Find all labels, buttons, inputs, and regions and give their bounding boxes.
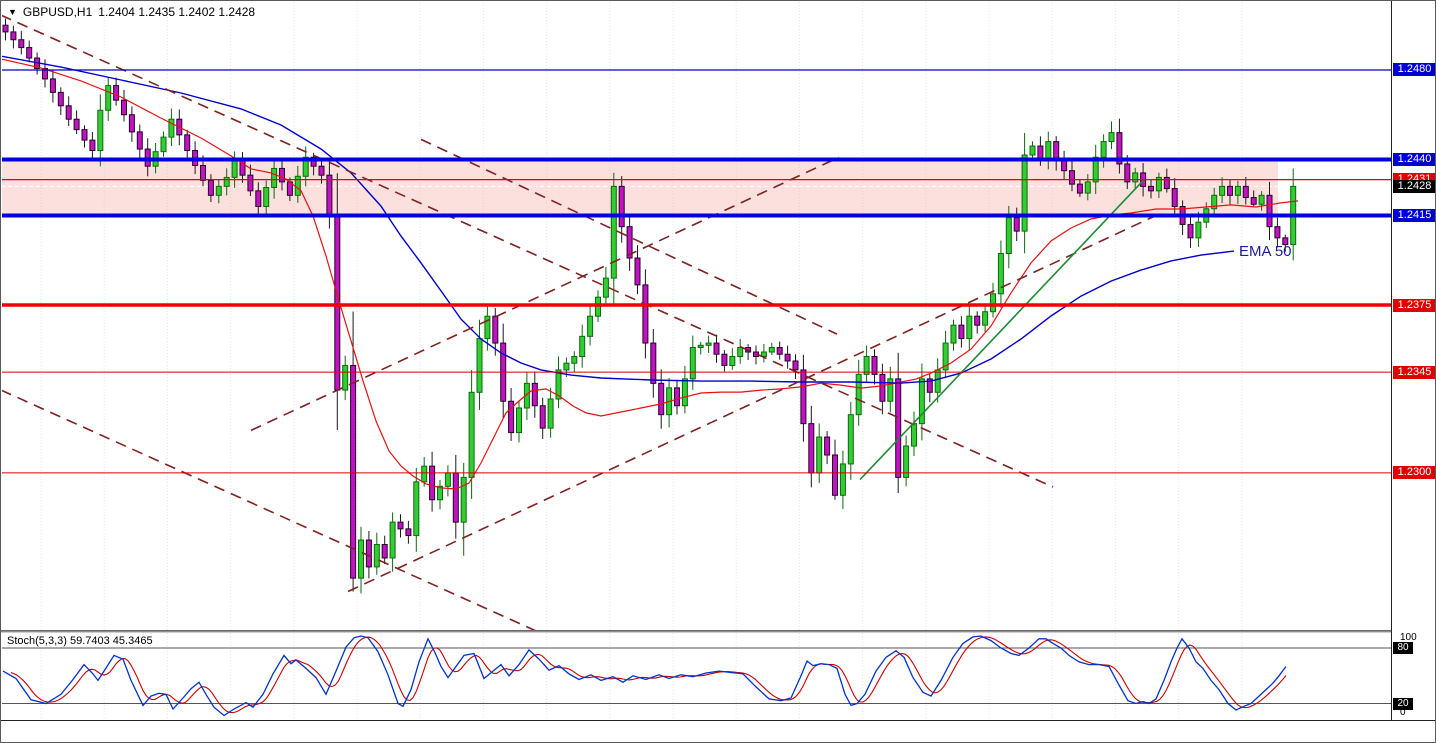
stoch-level-badge: 20 (1393, 697, 1413, 710)
trendline-dashed (2, 389, 536, 630)
price-level-badge: 1.2440 (1393, 153, 1435, 166)
ema50-text-label[interactable]: EMA 50 (1239, 243, 1292, 261)
stoch-main-line (2, 635, 1287, 717)
ohlc-values: 1.2404 1.2435 1.2402 1.2428 (98, 5, 256, 19)
stochastic-indicator-label: Stoch(5,3,3) 59.7403 45.3465 (7, 635, 153, 647)
fast-ma-line (2, 58, 1299, 490)
one-click-trading-arrow-icon[interactable]: ▼ (8, 6, 17, 17)
candles (2, 18, 1297, 594)
price-level-badge: 1.2415 (1393, 208, 1435, 222)
stoch-scale-label: 0 (1400, 707, 1406, 718)
chart-title: ▼ GBPUSD,H1 1.2404 1.2435 1.2402 1.2428 (8, 5, 255, 19)
horizontal-levels[interactable] (1, 69, 1391, 474)
trendline-dashed (420, 138, 838, 335)
symbol-period-label: GBPUSD,H1 (22, 5, 93, 19)
current-price-badge: 1.2428 (1393, 179, 1435, 193)
trendline-dashed (250, 156, 840, 432)
trendline-dashed (2, 14, 1054, 488)
grid-lines (40, 2, 1243, 630)
trendlines[interactable] (1, 14, 1157, 632)
trendline-green (859, 179, 1145, 481)
ema50-line (2, 55, 1235, 384)
pane-divider[interactable] (1, 630, 1391, 633)
price-axis[interactable] (1391, 1, 1435, 720)
price-level-badge: 1.2375 (1393, 298, 1435, 312)
main-pane[interactable] (1, 2, 1391, 632)
price-level-badge: 1.2300 (1393, 466, 1435, 480)
price-level-badge: 1.2345 (1393, 365, 1435, 379)
stoch-signal-line (10, 636, 1287, 714)
stoch-scale-label: 100 (1400, 632, 1417, 643)
time-axis[interactable] (1, 720, 1435, 742)
stochastic-pane[interactable] (2, 633, 1391, 719)
price-level-badge: 1.2480 (1393, 63, 1435, 77)
stoch-level-badge: 80 (1393, 642, 1413, 654)
trendline-dashed (347, 214, 1157, 593)
grid-lines-stoch (40, 633, 1243, 719)
